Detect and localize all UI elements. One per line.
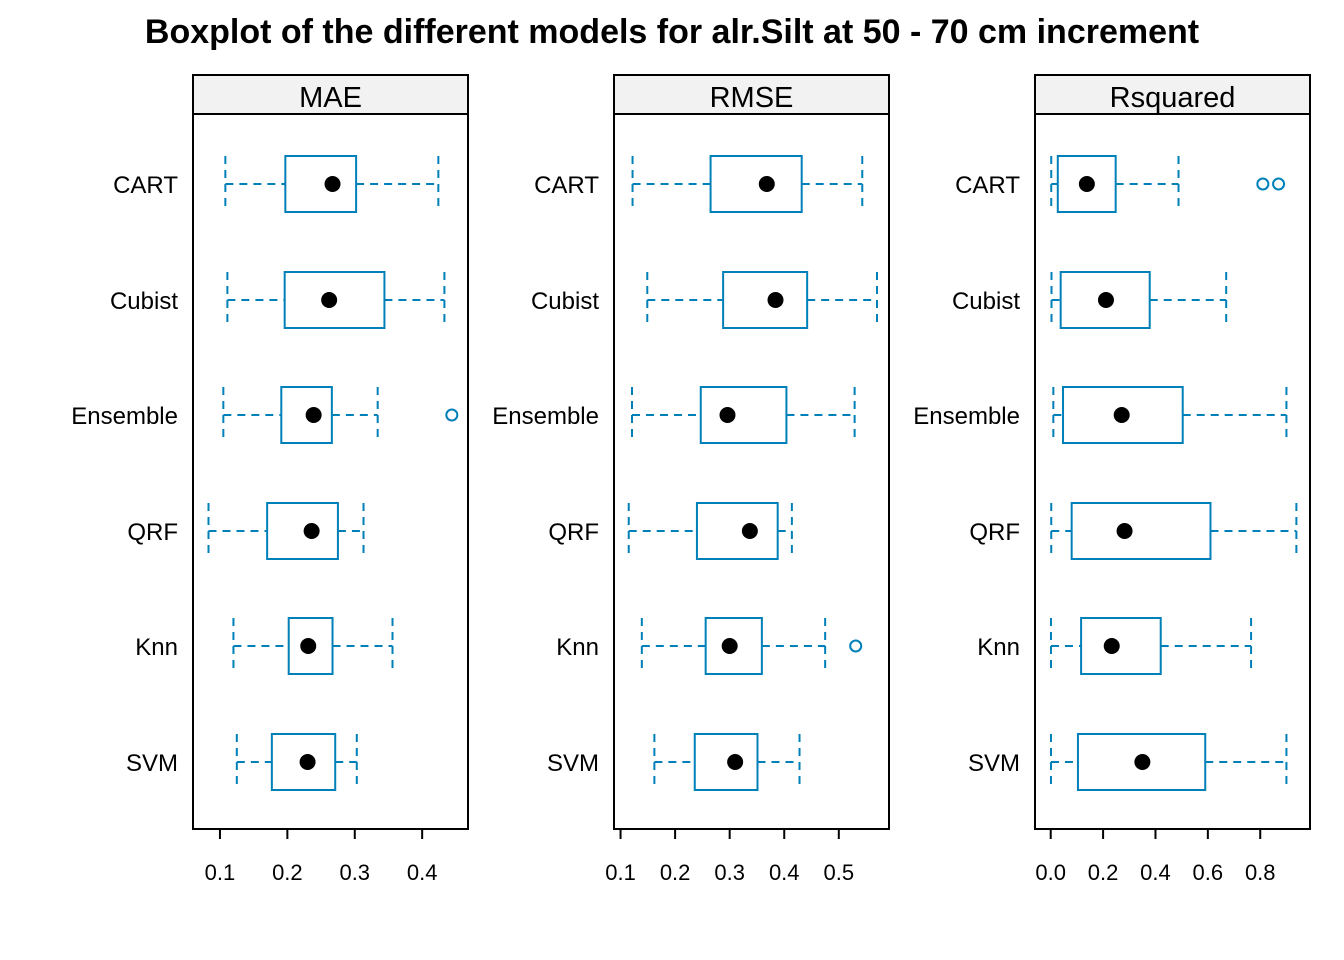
box-ensemble <box>222 386 459 444</box>
strip-header <box>192 74 469 115</box>
category-label: Ensemble <box>913 403 1020 430</box>
outlier-point <box>1256 177 1270 191</box>
x-tick-label: 0.5 <box>824 860 855 885</box>
strip-label: Rsquared <box>1110 82 1236 114</box>
iqr-box <box>266 502 339 560</box>
iqr-box <box>1059 271 1151 329</box>
category-label: Knn <box>977 634 1020 661</box>
plot-frame <box>1034 113 1311 830</box>
category-label: CART <box>534 172 599 199</box>
x-tick-label: 0.0 <box>1035 860 1066 885</box>
outlier-point <box>1272 177 1286 191</box>
category-label: CART <box>113 172 178 199</box>
iqr-box <box>722 271 809 329</box>
box-qrf <box>627 502 793 560</box>
category-label: SVM <box>126 750 178 777</box>
median-dot <box>305 407 322 423</box>
x-tick-label: 0.8 <box>1245 860 1276 885</box>
plot-frame <box>613 113 890 830</box>
iqr-box <box>1070 502 1212 560</box>
median-dot <box>721 638 738 654</box>
box-knn <box>1049 617 1253 675</box>
box-cart <box>1050 155 1286 213</box>
x-tick-label: 0.4 <box>1140 860 1171 885</box>
panel-rsquared: Rsquared CART Cubist Ensemble QRF Knn SVM 0.0 0.… <box>913 74 1311 885</box>
box-qrf <box>1050 502 1298 560</box>
outlier-point <box>445 408 459 422</box>
median-dot <box>300 638 317 654</box>
box-knn <box>232 617 394 675</box>
iqr-box <box>693 733 759 791</box>
category-label: QRF <box>127 519 178 546</box>
box-qrf <box>207 502 365 560</box>
box-svm <box>1049 733 1288 791</box>
strip-header <box>1034 74 1311 115</box>
box-cubist <box>646 271 878 329</box>
median-dot <box>1116 523 1133 539</box>
box-cubist <box>226 271 446 329</box>
x-tick-label: 0.6 <box>1193 860 1224 885</box>
median-dot <box>1097 292 1114 308</box>
x-tick-label: 0.4 <box>407 860 438 885</box>
category-label: Ensemble <box>71 403 178 430</box>
x-tick-label: 0.3 <box>714 860 745 885</box>
median-dot <box>1134 754 1151 770</box>
iqr-box <box>695 502 779 560</box>
median-dot <box>719 407 736 423</box>
x-tick-label: 0.1 <box>205 860 236 885</box>
box-knn <box>640 617 863 675</box>
outlier-point <box>849 639 863 653</box>
box-cart <box>631 155 864 213</box>
iqr-box <box>699 386 788 444</box>
box-ensemble <box>1052 386 1288 444</box>
x-tick-label: 0.2 <box>660 860 691 885</box>
iqr-box <box>284 155 358 213</box>
median-dot <box>1113 407 1130 423</box>
category-label: Cubist <box>110 288 178 315</box>
box-cart <box>224 155 440 213</box>
x-tick-label: 0.4 <box>769 860 800 885</box>
plot-frame <box>192 113 469 830</box>
panel-mae: MAE CART Cubist Ensemble QRF Knn SVM 0.1 0.2 0.3 0… <box>71 74 469 885</box>
box-cubist <box>1050 271 1228 329</box>
median-dot <box>1078 176 1095 192</box>
box-svm <box>235 733 358 791</box>
median-dot <box>321 292 338 308</box>
x-tick-label: 0.2 <box>1088 860 1119 885</box>
category-label: CART <box>955 172 1020 199</box>
category-label: Ensemble <box>492 403 599 430</box>
median-dot <box>303 523 320 539</box>
iqr-box <box>1080 617 1162 675</box>
chart-title: Boxplot of the different models for alr.… <box>145 13 1199 51</box>
box-ensemble <box>631 386 856 444</box>
category-label: Cubist <box>531 288 599 315</box>
x-tick-label: 0.2 <box>272 860 303 885</box>
x-tick-label: 0.1 <box>605 860 636 885</box>
panel-rmse: RMSE CART Cubist Ensemble QRF Knn SVM 0.1 0.2 0.3… <box>492 74 890 885</box>
median-dot <box>1103 638 1120 654</box>
median-dot <box>741 523 758 539</box>
category-label: QRF <box>548 519 599 546</box>
median-dot <box>767 292 784 308</box>
category-label: QRF <box>969 519 1020 546</box>
median-dot <box>299 754 316 770</box>
median-dot <box>324 176 341 192</box>
median-dot <box>758 176 775 192</box>
category-label: Knn <box>556 634 599 661</box>
category-label: Knn <box>135 634 178 661</box>
strip-label: RMSE <box>710 82 794 114</box>
x-tick-label: 0.3 <box>339 860 370 885</box>
panels: MAE CART Cubist Ensemble QRF Knn SVM 0.1 0.2 0.3 0… <box>71 74 1311 885</box>
strip-label: MAE <box>299 82 362 114</box>
box-svm <box>653 733 801 791</box>
median-dot <box>727 754 744 770</box>
category-label: SVM <box>968 750 1020 777</box>
category-label: SVM <box>547 750 599 777</box>
iqr-box <box>709 155 803 213</box>
category-label: Cubist <box>952 288 1020 315</box>
